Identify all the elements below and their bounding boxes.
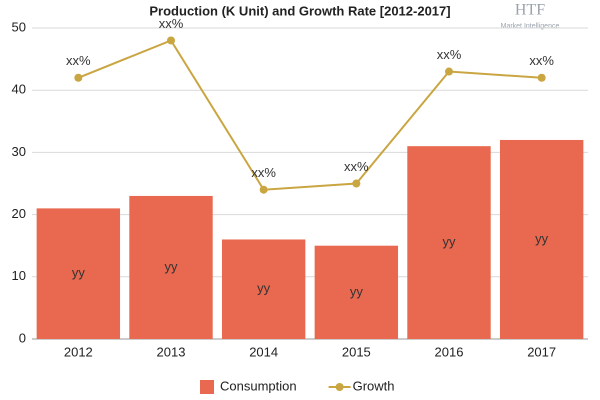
line-value-label: xx% — [251, 165, 276, 180]
watermark-name: HTF — [515, 2, 545, 19]
bar-value-label: yy — [257, 281, 271, 296]
line-point — [259, 185, 268, 194]
y-tick-label: 40 — [12, 82, 26, 97]
bar-value-label: yy — [72, 265, 86, 280]
bar-value-label: yy — [165, 259, 179, 274]
bar-value-label: yy — [350, 284, 364, 299]
x-tick-label: 2017 — [527, 344, 556, 359]
bar — [36, 208, 121, 339]
y-tick-label: 50 — [12, 19, 26, 34]
line-point — [74, 73, 83, 82]
legend-swatch-point — [335, 383, 344, 391]
bar-value-label: yy — [443, 234, 457, 249]
y-tick-label: 20 — [12, 206, 26, 221]
x-tick-label: 2014 — [249, 344, 278, 359]
x-tick-label: 2012 — [64, 344, 93, 359]
line-value-label: xx% — [437, 47, 462, 62]
y-tick-label: 0 — [19, 330, 26, 345]
bar — [314, 245, 399, 339]
chart-title: Production (K Unit) and Growth Rate [201… — [149, 3, 450, 18]
bar — [129, 195, 213, 339]
line — [77, 39, 542, 191]
y-tick-label: 30 — [12, 144, 26, 159]
line-point — [537, 73, 546, 82]
line-value-label: xx% — [344, 159, 369, 174]
legend-swatch — [200, 380, 214, 394]
bar-value-label: yy — [535, 231, 549, 246]
bar — [407, 146, 491, 339]
bar — [499, 139, 584, 339]
line-point — [167, 36, 175, 45]
line-value-label: xx% — [529, 53, 554, 68]
line-value-label: xx% — [159, 16, 184, 31]
x-tick-label: 2013 — [157, 344, 186, 359]
x-tick-label: 2016 — [435, 344, 464, 359]
line-point — [445, 67, 453, 76]
bar — [221, 239, 306, 339]
legend-label: Consumption — [220, 378, 297, 393]
x-tick-label: 2015 — [342, 344, 371, 359]
line-value-label: xx% — [66, 53, 91, 68]
y-tick-label: 10 — [12, 268, 26, 283]
watermark-tagline: Market Intelligence — [501, 23, 560, 30]
legend-label: Growth — [353, 378, 395, 393]
line-point — [352, 179, 361, 188]
